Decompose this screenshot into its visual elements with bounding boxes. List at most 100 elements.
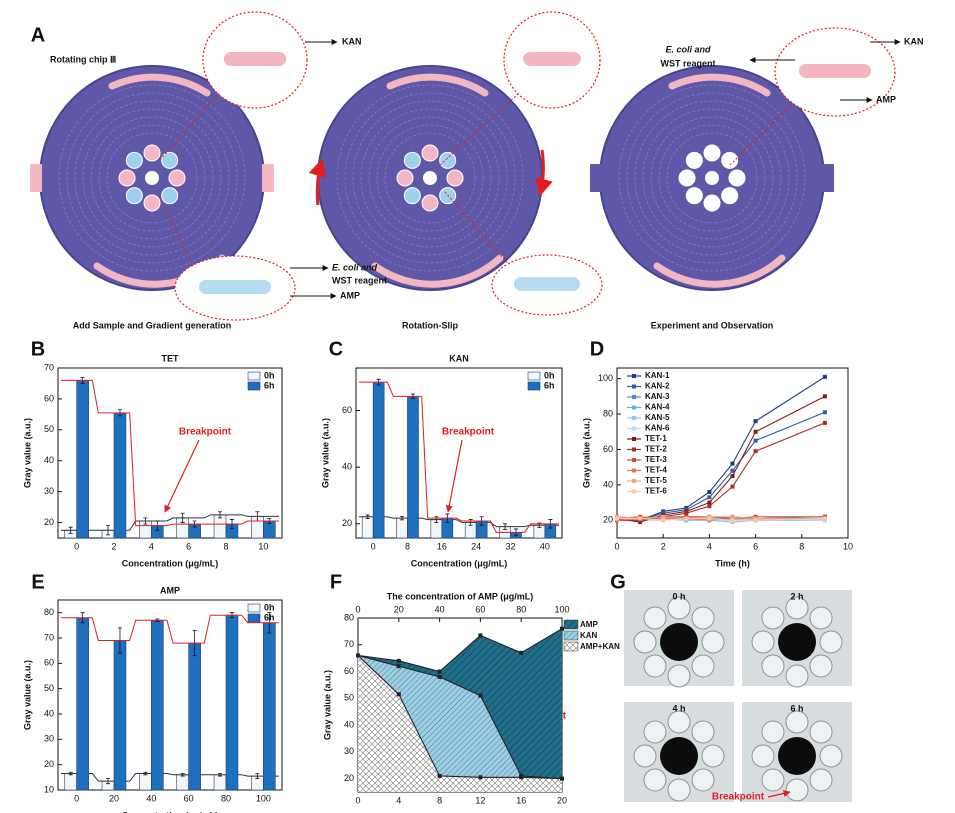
point [822, 516, 827, 521]
y-axis-label: Gray value (a.u.) [320, 418, 330, 488]
micro-well [667, 710, 691, 734]
legend-marker [632, 489, 636, 494]
x-tick-label: 0 [355, 795, 360, 805]
y-tick-label: 40 [603, 479, 613, 489]
micro-well [701, 630, 725, 654]
y-tick-label: 20 [344, 773, 354, 783]
bar [188, 642, 201, 791]
bar [176, 774, 189, 791]
legend-swatch [247, 381, 261, 391]
chip-channel [352, 100, 508, 256]
step-line [359, 516, 559, 528]
x-tick-label: 0 [371, 541, 376, 551]
y-tick-label: 20 [44, 759, 54, 769]
chip-tab [262, 164, 274, 192]
chip-channel [360, 108, 500, 248]
annotation-arrow [164, 439, 200, 513]
chip-channel [98, 124, 206, 232]
legend-label: KAN-5 [645, 413, 670, 422]
legend-label: AMP [580, 620, 598, 629]
x2-tick-label: 100 [554, 604, 569, 614]
chip-channel [106, 132, 198, 224]
step-line [61, 514, 279, 531]
y-tick-label: 30 [344, 746, 354, 756]
x2-tick-label: 40 [435, 604, 445, 614]
chip-well [161, 151, 179, 169]
point [822, 410, 827, 415]
micro-well [809, 606, 833, 630]
chip-center [423, 171, 437, 185]
chip-well [118, 169, 136, 187]
x2-tick-label: 80 [516, 604, 526, 614]
y-tick-label: 60 [44, 393, 54, 403]
legend-swatch [563, 641, 579, 652]
micro-well [809, 768, 833, 792]
legend-label: TET-4 [645, 466, 667, 475]
chip-channel [74, 100, 230, 256]
point [822, 374, 827, 379]
point [730, 514, 735, 519]
chip-well [403, 151, 421, 169]
legend-label: 6h [264, 612, 275, 622]
micro-well [667, 778, 691, 802]
y-tick-label: 30 [44, 486, 54, 496]
chip-channel [66, 92, 238, 264]
zoom-guide [729, 102, 794, 166]
y-tick-label: 80 [344, 612, 354, 622]
x-axis-label: Concentration (μg/mL) [122, 558, 219, 568]
zoom-channel [514, 277, 580, 291]
y-tick-label: 20 [603, 515, 613, 525]
chip-well [703, 194, 721, 212]
legend-marker [632, 384, 636, 389]
chip-well [125, 151, 143, 169]
x-tick-label: 2 [661, 541, 666, 551]
point [822, 420, 827, 425]
zoom-guide [444, 191, 509, 265]
point [396, 692, 401, 697]
point [707, 504, 712, 509]
micro-well [785, 664, 809, 688]
legend-label: AMP+KAN [580, 642, 620, 651]
chip-well [421, 144, 439, 162]
legend-marker [632, 416, 636, 420]
chip-well [125, 187, 143, 205]
chip-tab [590, 164, 602, 192]
y-axis-label: Gray value (a.u.) [22, 660, 32, 730]
y-tick-label: 100 [598, 373, 613, 383]
callout: E. coli and [665, 44, 711, 54]
chip-tab [822, 164, 834, 192]
legend-marker [632, 458, 636, 462]
step-line [359, 381, 559, 533]
point [730, 474, 735, 479]
chart-title: KAN [449, 353, 469, 363]
point [684, 516, 689, 521]
chip-well [685, 187, 703, 205]
x-tick-label: 4 [149, 541, 154, 551]
step-caption: Add Sample and Gradient generation [73, 320, 232, 330]
step-caption: Experiment and Observation [651, 320, 774, 330]
y-tick-label: 60 [342, 405, 352, 415]
legend-marker [632, 479, 636, 483]
point [707, 516, 712, 521]
y-tick-label: 70 [344, 639, 354, 649]
legend-label: 0h [264, 370, 275, 380]
chip-channel [344, 92, 516, 264]
bar [225, 614, 239, 791]
chip-channel [368, 116, 492, 240]
area-fill [358, 655, 562, 792]
chip-channel [336, 84, 524, 272]
zoom-channel [223, 52, 287, 66]
legend-marker [632, 395, 636, 399]
series-line [616, 516, 825, 520]
bar [396, 517, 408, 539]
x-tick-label: 40 [540, 541, 550, 551]
legend-marker [632, 468, 636, 473]
chip-center [705, 171, 719, 185]
legend-label: 0h [264, 602, 275, 612]
legend-swatch [247, 613, 261, 623]
step-line [61, 379, 279, 527]
panel-label: D [590, 338, 604, 360]
legend-marker [632, 426, 636, 431]
x-tick-label: 8 [405, 541, 410, 551]
